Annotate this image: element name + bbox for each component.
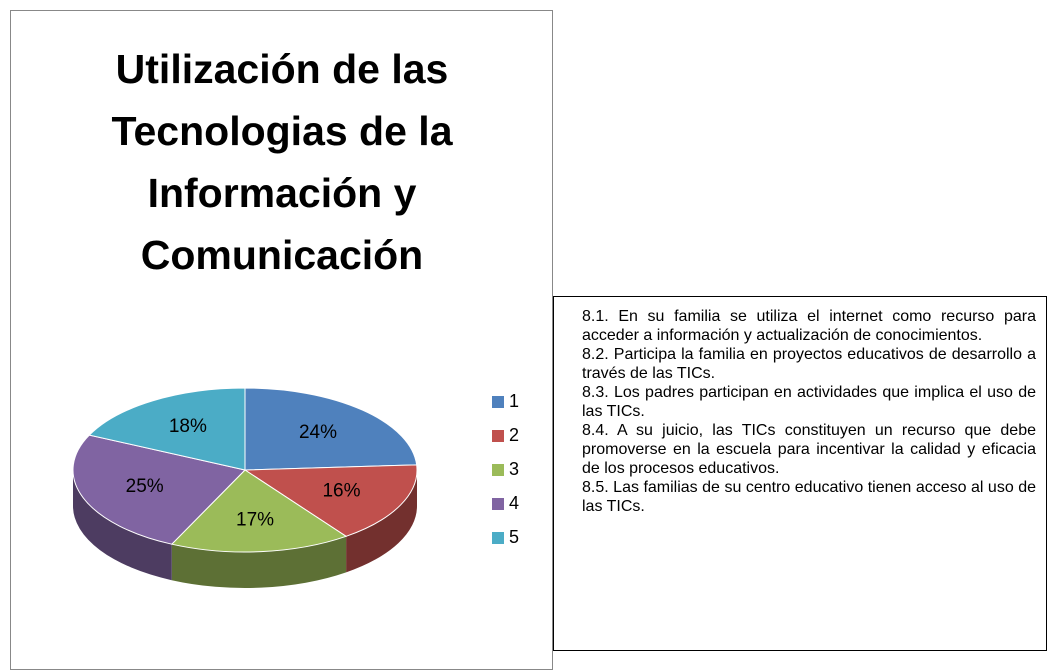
- paragraph: 8.4. A su juicio, las TICs constituyen u…: [582, 422, 1036, 477]
- legend-swatch: [492, 430, 504, 442]
- legend-swatch: [492, 396, 504, 408]
- slice: [243, 464, 418, 537]
- slice-side: [346, 470, 417, 573]
- text-box: 8.1. En su familia se utiliza el interne…: [553, 296, 1047, 651]
- paragraph: 8.2. Participa la familia en proyectos e…: [582, 346, 1036, 382]
- slice-side: [171, 536, 347, 589]
- chart-title: Utilización de las Tecnologias de la Inf…: [111, 46, 453, 278]
- legend-swatch: [492, 532, 504, 544]
- legend-label: 5: [509, 527, 519, 547]
- paragraph: 8.5. Las familias de su centro educativo…: [582, 479, 1036, 515]
- data-label: 18%: [169, 416, 207, 437]
- slice: [244, 387, 418, 471]
- slice: [72, 434, 246, 545]
- legend-label: 2: [509, 425, 519, 445]
- data-label: 16%: [322, 481, 360, 502]
- paragraph: 8.3. Los padres participan en actividade…: [582, 384, 1036, 420]
- legend-label: 3: [509, 459, 519, 479]
- paragraph: 8.1. En su familia se utiliza el interne…: [582, 308, 1036, 344]
- data-label: 25%: [126, 476, 164, 497]
- slice: [170, 469, 348, 553]
- data-label: 24%: [299, 422, 337, 443]
- legend-label: 1: [509, 391, 519, 411]
- slice-side: [73, 470, 172, 581]
- data-label: 17%: [236, 510, 274, 531]
- legend-label: 4: [509, 493, 519, 513]
- slice: [88, 387, 246, 471]
- legend-swatch: [492, 498, 504, 510]
- legend-swatch: [492, 464, 504, 476]
